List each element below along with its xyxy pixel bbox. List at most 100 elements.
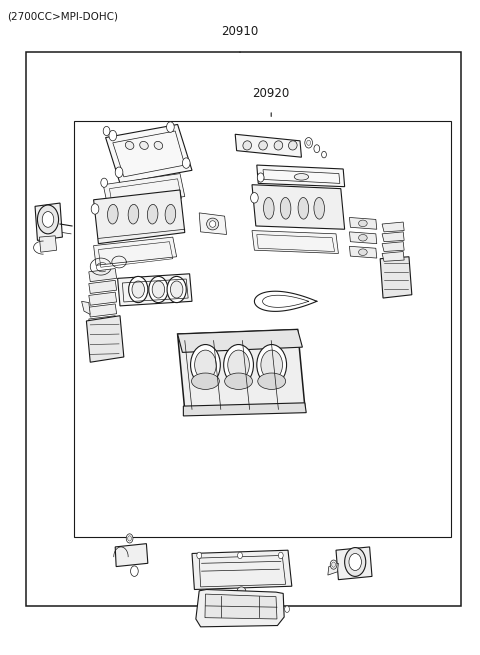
Polygon shape bbox=[86, 316, 124, 362]
Polygon shape bbox=[349, 217, 377, 229]
Ellipse shape bbox=[261, 350, 282, 380]
Ellipse shape bbox=[294, 174, 309, 180]
Polygon shape bbox=[382, 232, 404, 242]
Polygon shape bbox=[94, 237, 177, 265]
Ellipse shape bbox=[140, 141, 148, 149]
Circle shape bbox=[152, 281, 165, 298]
Polygon shape bbox=[252, 231, 338, 253]
Ellipse shape bbox=[209, 221, 216, 227]
Polygon shape bbox=[35, 203, 62, 240]
Polygon shape bbox=[94, 190, 185, 244]
Ellipse shape bbox=[191, 345, 220, 385]
Polygon shape bbox=[382, 242, 404, 252]
Circle shape bbox=[101, 178, 108, 187]
Circle shape bbox=[251, 193, 258, 203]
Ellipse shape bbox=[108, 204, 118, 224]
Ellipse shape bbox=[224, 345, 253, 385]
Circle shape bbox=[167, 276, 186, 303]
Ellipse shape bbox=[280, 198, 291, 219]
Polygon shape bbox=[39, 236, 57, 252]
Ellipse shape bbox=[243, 141, 252, 150]
Circle shape bbox=[115, 167, 123, 178]
Circle shape bbox=[103, 126, 110, 136]
Circle shape bbox=[305, 138, 312, 148]
Ellipse shape bbox=[207, 218, 219, 230]
Polygon shape bbox=[196, 590, 284, 627]
Circle shape bbox=[182, 158, 190, 168]
Text: 20910: 20910 bbox=[221, 25, 259, 38]
Circle shape bbox=[345, 548, 366, 576]
Polygon shape bbox=[336, 547, 372, 580]
Ellipse shape bbox=[225, 373, 252, 389]
Ellipse shape bbox=[154, 141, 163, 149]
Circle shape bbox=[131, 566, 138, 576]
Ellipse shape bbox=[228, 350, 250, 380]
Ellipse shape bbox=[264, 198, 274, 219]
Circle shape bbox=[307, 140, 311, 145]
Circle shape bbox=[170, 281, 183, 298]
Circle shape bbox=[332, 562, 336, 567]
Text: 20920: 20920 bbox=[252, 86, 290, 100]
Circle shape bbox=[149, 276, 168, 303]
Circle shape bbox=[132, 281, 144, 298]
Polygon shape bbox=[115, 544, 148, 567]
Polygon shape bbox=[252, 185, 345, 229]
Polygon shape bbox=[199, 213, 227, 234]
Polygon shape bbox=[178, 329, 302, 352]
Circle shape bbox=[322, 151, 326, 158]
Polygon shape bbox=[257, 165, 345, 187]
Ellipse shape bbox=[128, 204, 139, 224]
Ellipse shape bbox=[298, 198, 309, 219]
Polygon shape bbox=[235, 134, 301, 157]
Polygon shape bbox=[382, 252, 404, 261]
Polygon shape bbox=[380, 257, 412, 298]
Polygon shape bbox=[382, 222, 404, 232]
Circle shape bbox=[349, 553, 361, 571]
Polygon shape bbox=[103, 174, 185, 208]
Circle shape bbox=[285, 606, 289, 612]
Text: (2700CC>MPI-DOHC): (2700CC>MPI-DOHC) bbox=[7, 12, 118, 22]
Bar bbox=[26, 52, 461, 606]
Polygon shape bbox=[205, 594, 277, 619]
Circle shape bbox=[278, 552, 283, 559]
Circle shape bbox=[42, 212, 54, 227]
Ellipse shape bbox=[147, 204, 158, 224]
Ellipse shape bbox=[165, 204, 176, 224]
Circle shape bbox=[37, 205, 59, 234]
Ellipse shape bbox=[258, 373, 286, 389]
Circle shape bbox=[238, 552, 242, 559]
Polygon shape bbox=[82, 301, 90, 314]
Ellipse shape bbox=[274, 141, 283, 150]
Circle shape bbox=[314, 145, 320, 153]
Circle shape bbox=[167, 122, 174, 132]
Circle shape bbox=[128, 536, 132, 541]
Ellipse shape bbox=[359, 249, 367, 255]
Ellipse shape bbox=[314, 198, 324, 219]
Circle shape bbox=[126, 534, 133, 543]
Polygon shape bbox=[106, 124, 192, 183]
Circle shape bbox=[330, 560, 337, 569]
Ellipse shape bbox=[288, 141, 297, 150]
Polygon shape bbox=[89, 316, 117, 329]
Ellipse shape bbox=[125, 141, 134, 149]
Polygon shape bbox=[89, 269, 117, 282]
Circle shape bbox=[109, 130, 117, 141]
Polygon shape bbox=[89, 292, 117, 305]
Circle shape bbox=[257, 173, 264, 182]
Ellipse shape bbox=[359, 220, 367, 227]
Polygon shape bbox=[89, 304, 117, 317]
Ellipse shape bbox=[359, 234, 367, 241]
Polygon shape bbox=[349, 232, 377, 244]
Polygon shape bbox=[183, 403, 306, 416]
Circle shape bbox=[91, 204, 99, 214]
Polygon shape bbox=[118, 274, 192, 306]
Polygon shape bbox=[349, 246, 377, 258]
Polygon shape bbox=[192, 550, 292, 590]
Polygon shape bbox=[89, 280, 117, 293]
Bar bbox=[74, 121, 451, 537]
Circle shape bbox=[197, 552, 202, 559]
Ellipse shape bbox=[257, 345, 287, 385]
Ellipse shape bbox=[259, 141, 267, 150]
Ellipse shape bbox=[237, 587, 246, 595]
Circle shape bbox=[129, 276, 148, 303]
